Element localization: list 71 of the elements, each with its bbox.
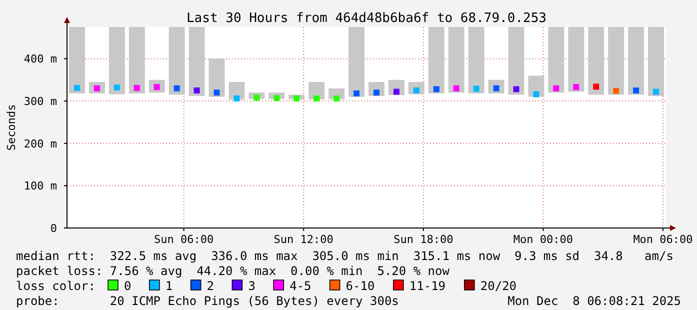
point <box>453 85 460 92</box>
bar <box>568 27 584 92</box>
x-tick-label: Sun 18:00 <box>394 233 454 246</box>
text: Mon Dec 8 06:08:21 2025 <box>508 294 681 308</box>
legend-label: 20/20 <box>480 279 517 293</box>
point <box>373 90 380 96</box>
point <box>214 90 220 96</box>
x-tick-label: Mon 00:00 <box>513 233 574 246</box>
point <box>134 84 140 91</box>
point <box>533 91 540 98</box>
legend-label: 1 <box>165 279 173 293</box>
point <box>254 94 260 101</box>
bar <box>528 76 544 97</box>
text: median rtt: 322.5 ms avg 336.0 ms max 305.0 ms min 315.1 ms now 9.3 ms sd 34.8 am/s <box>16 249 674 263</box>
legend-label: 11-19 <box>409 279 446 293</box>
bar <box>108 27 125 94</box>
bar <box>588 27 604 95</box>
y-tick-label: 200 m <box>24 137 58 150</box>
point <box>334 96 340 102</box>
bar <box>548 27 564 93</box>
point <box>613 88 620 94</box>
point <box>633 87 640 94</box>
point <box>593 84 600 90</box>
bar <box>428 27 444 94</box>
point <box>573 84 580 90</box>
bar <box>68 27 85 94</box>
bar <box>648 27 664 96</box>
bar <box>608 27 624 95</box>
point <box>274 95 280 102</box>
y-tick-label: 300 m <box>24 95 58 108</box>
bar <box>228 82 245 100</box>
x-tick-label: Mon 06:00 <box>633 233 693 246</box>
legend-title: loss color: <box>16 279 96 293</box>
bar <box>208 58 225 97</box>
point <box>433 86 440 92</box>
bar <box>448 27 464 93</box>
point <box>234 96 240 102</box>
point <box>194 87 200 94</box>
point <box>294 96 300 102</box>
x-tick-label: Sun 06:00 <box>154 233 214 246</box>
point <box>74 84 80 91</box>
bar <box>188 27 205 96</box>
legend-label: 6-10 <box>346 279 375 293</box>
bar <box>628 27 644 95</box>
text: packet loss: 7.56 % avg 44.20 % max 0.00 % min 5.20 % now <box>16 264 450 278</box>
bar <box>508 27 524 95</box>
text: probe: 20 ICMP Echo Pings (56 Bytes) every 300s <box>16 294 399 308</box>
legend-label: 4-5 <box>290 279 312 293</box>
y-tick-label: 100 m <box>24 180 58 193</box>
chart-title: Last 30 Hours from 464d48b6ba6f to 68.79.0.253 <box>186 11 547 26</box>
y-tick-label: 400 m <box>24 52 58 66</box>
point <box>174 85 180 92</box>
point <box>354 90 360 96</box>
bar <box>468 27 484 94</box>
y-tick-label: 0 <box>50 222 57 235</box>
point <box>114 84 120 91</box>
point <box>653 88 660 95</box>
point <box>393 88 400 95</box>
bar <box>168 27 185 95</box>
point <box>473 86 480 92</box>
legend-label: 0 <box>124 279 132 293</box>
x-tick-label: Sun 12:00 <box>274 233 334 246</box>
point <box>314 96 320 102</box>
bar <box>348 27 365 97</box>
legend-label: 3 <box>248 279 256 293</box>
legend-label: 2 <box>206 279 214 293</box>
bar <box>308 82 325 100</box>
y-axis-title: Seconds <box>5 104 18 151</box>
bar <box>128 27 145 94</box>
point <box>553 85 560 92</box>
point <box>513 86 520 92</box>
